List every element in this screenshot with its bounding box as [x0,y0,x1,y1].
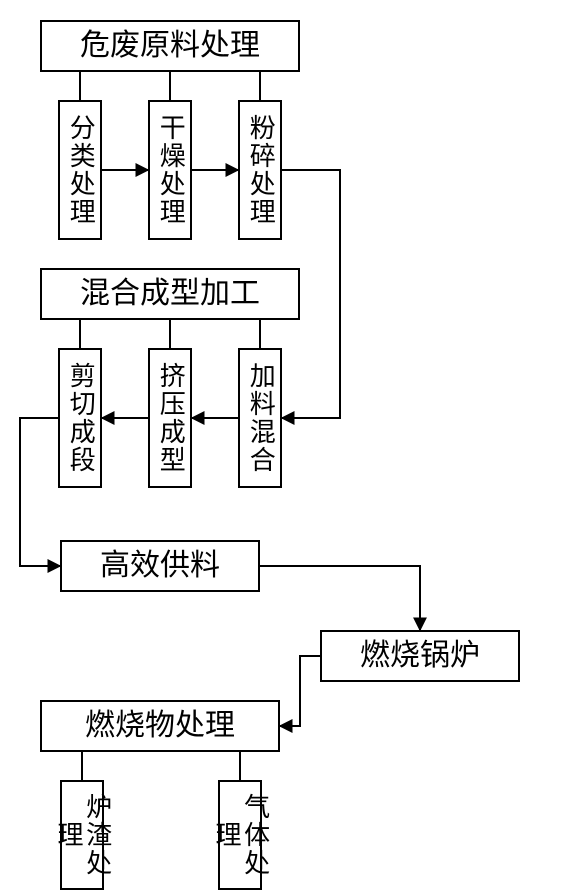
node-n2: 混合成型加工 [40,268,300,320]
edge-n2a-n3 [20,418,60,566]
node-n1b: 干燥处理 [148,100,192,240]
node-n2c: 加料混合 [238,348,282,488]
edge-n3-n4 [260,566,420,630]
node-n3: 高效供料 [60,540,260,592]
node-n2b: 挤压成型 [148,348,192,488]
node-n5a: 炉渣处理 [60,780,104,890]
node-n1: 危废原料处理 [40,20,300,72]
node-n1a: 分类处理 [58,100,102,240]
node-n2a: 剪切成段 [58,348,102,488]
node-n4: 燃烧锅炉 [320,630,520,682]
node-n5b: 气体处理 [218,780,262,890]
flowchart-canvas: 危废原料处理分类处理 干燥处理 粉碎处理混合成型加工剪切成段 挤压成型 加料混合高效供料… [0,0,578,895]
node-n5: 燃烧物处理 [40,700,280,752]
edge-n4-n5 [280,656,320,726]
node-n1c: 粉碎处理 [238,100,282,240]
